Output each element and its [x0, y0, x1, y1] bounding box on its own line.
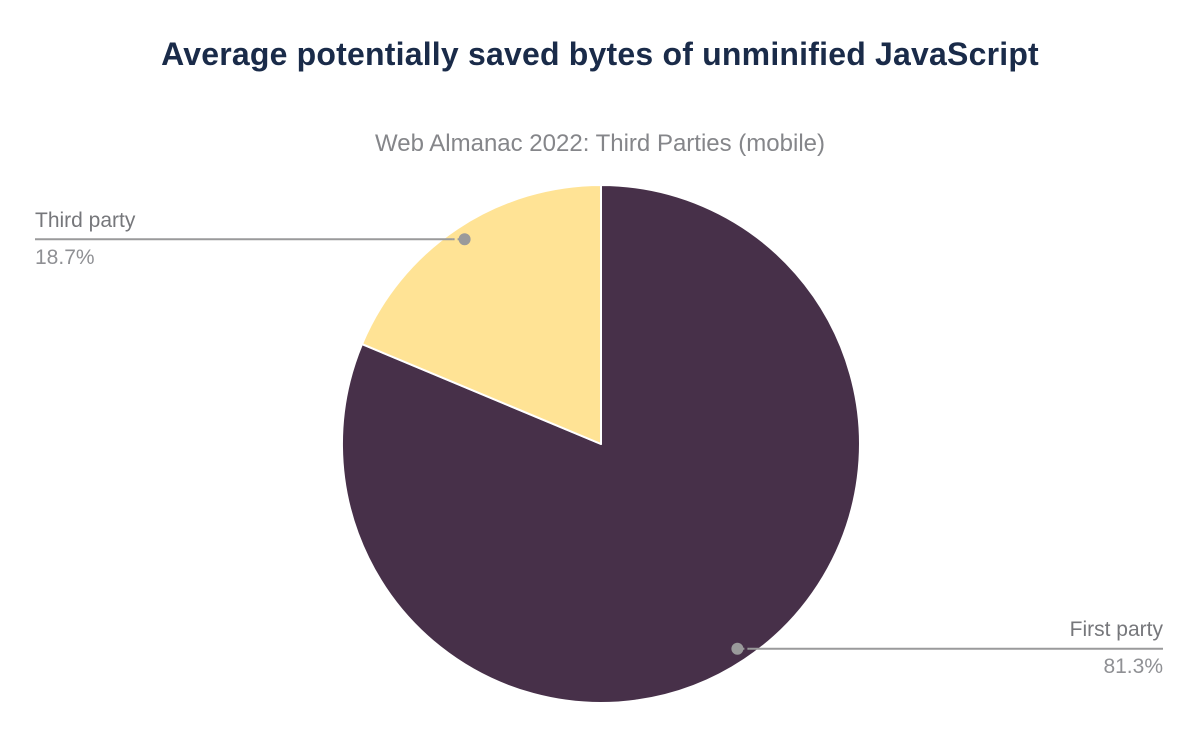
title-wrap: Average potentially saved bytes of unmin… [0, 33, 1200, 76]
chart-subtitle: Web Almanac 2022: Third Parties (mobile) [375, 130, 825, 157]
callout-dot-third-party [458, 233, 471, 246]
callout-value-third-party: 18.7% [35, 246, 95, 269]
callout-label-third-party: Third party [35, 209, 136, 232]
pie-slice-third-party [361, 184, 602, 445]
callout-value-first-party: 81.3% [1103, 655, 1163, 678]
callout-dot-first-party [731, 642, 744, 655]
callout-label-first-party: First party [1069, 618, 1163, 641]
chart-title: Average potentially saved bytes of unmin… [161, 36, 1039, 72]
